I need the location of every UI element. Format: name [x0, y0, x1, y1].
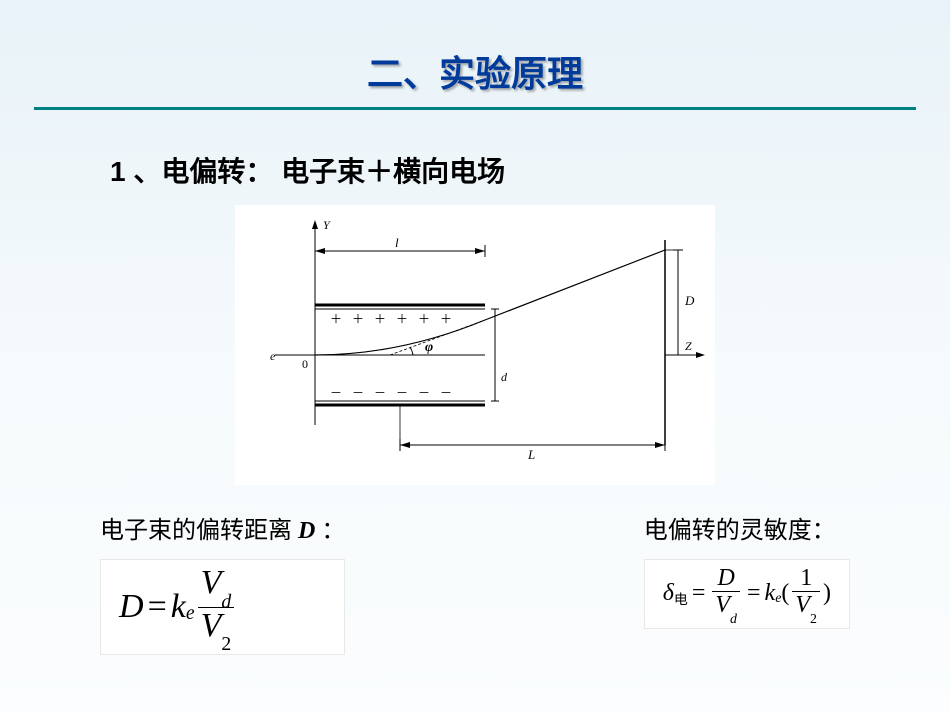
angle-label: φ	[425, 340, 433, 355]
diagram-svg: Y e 0 ＋＋＋＋＋＋ －－－－－－ d l Z	[235, 205, 715, 485]
deflection-label: D	[684, 293, 695, 308]
upper-charges: ＋＋＋＋＋＋	[330, 312, 462, 326]
sensitivity-label: 电偏转的灵敏度：	[644, 510, 850, 545]
origin-label: 0	[302, 357, 308, 371]
right-column: 电偏转的灵敏度： δ电 = D Vd = ke ( 1 V2 )	[644, 510, 850, 655]
z-axis-label: Z	[685, 339, 692, 353]
deflection-diagram: Y e 0 ＋＋＋＋＋＋ －－－－－－ d l Z	[235, 205, 715, 485]
gap-label: d	[501, 370, 508, 384]
title-underline	[34, 107, 916, 110]
left-column: 电子束的偏转距离 D ： D = ke Vd V2	[100, 510, 345, 655]
formulas-row: 电子束的偏转距离 D ： D = ke Vd V2 电偏转的灵敏度： δ电 = …	[0, 510, 950, 655]
lower-charges: －－－－－－	[330, 386, 462, 400]
entry-label: e	[270, 349, 276, 363]
section-subtitle: 1 、电偏转： 电子束＋横向电场	[110, 150, 950, 190]
formula-sensitivity: δ电 = D Vd = ke ( 1 V2 )	[644, 559, 850, 629]
deflection-distance-label: 电子束的偏转距离 D ：	[100, 510, 345, 545]
page-title: 二、实验原理	[0, 45, 950, 97]
y-axis-label: Y	[323, 218, 331, 232]
screen-distance-label: L	[527, 447, 535, 462]
title-container: 二、实验原理	[0, 0, 950, 97]
plate-length-label: l	[395, 235, 399, 250]
formula-deflection: D = ke Vd V2	[100, 559, 345, 655]
